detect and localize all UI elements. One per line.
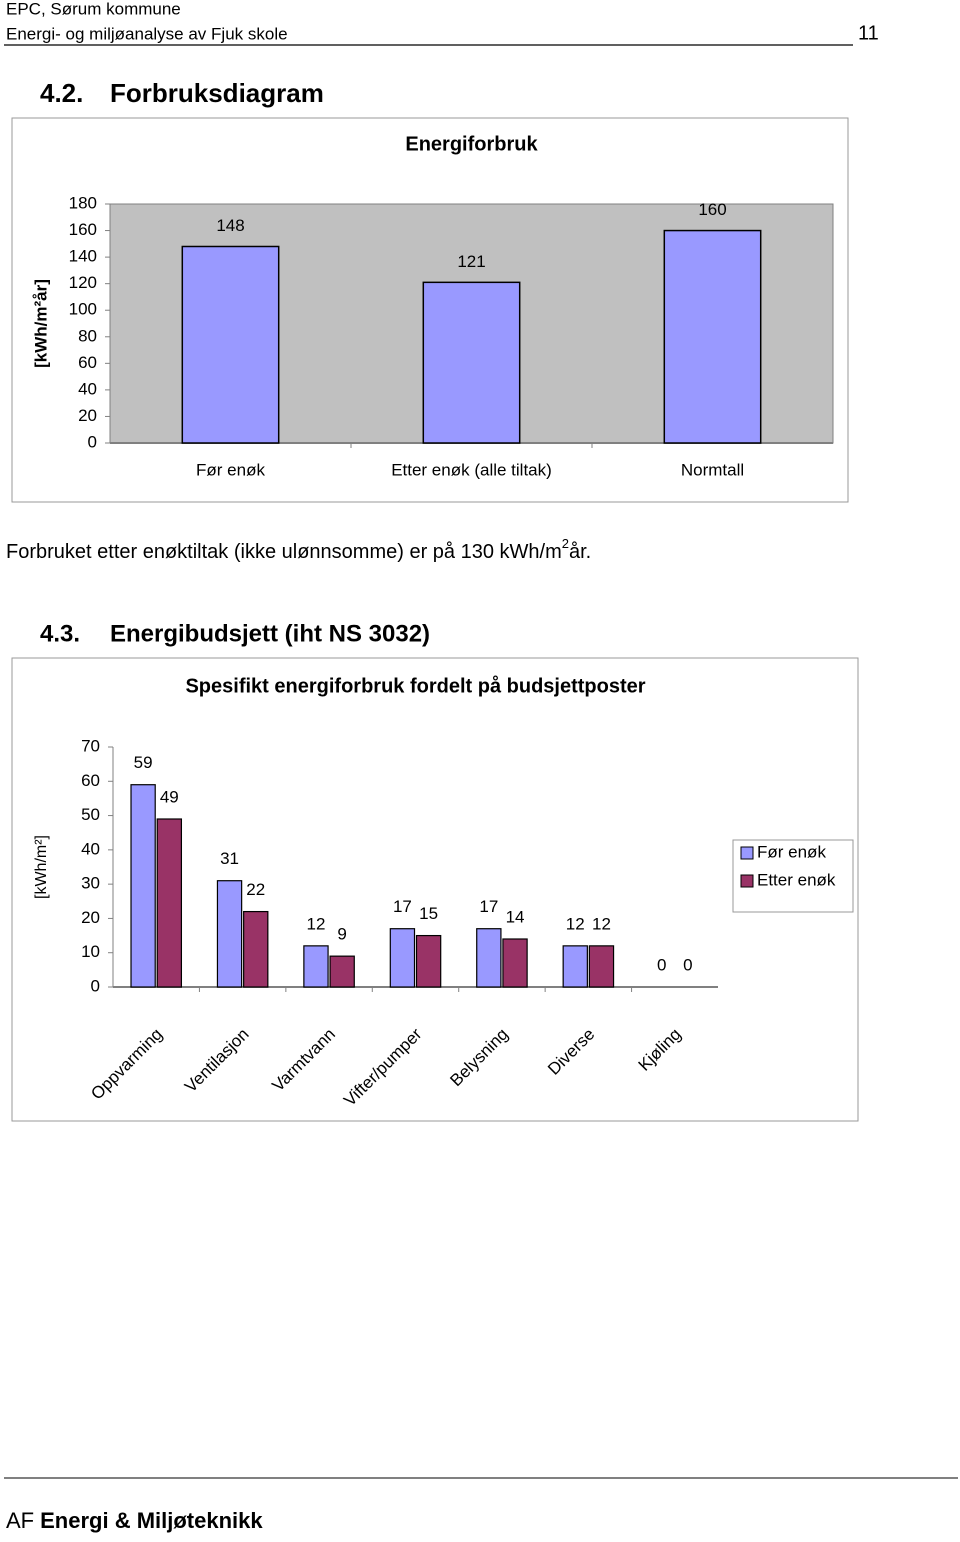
y-tick-label: 180 bbox=[69, 193, 97, 212]
section-number: 4.2. bbox=[40, 78, 83, 108]
bar bbox=[422, 281, 521, 444]
value-label: 49 bbox=[160, 787, 179, 806]
footer: AF Energi & Miljøteknikk bbox=[6, 1508, 263, 1533]
note-text: år. bbox=[569, 541, 591, 563]
y-tick-label: 140 bbox=[69, 247, 97, 266]
value-label: 0 bbox=[683, 955, 692, 974]
section-number: 4.3. bbox=[40, 620, 80, 647]
bar bbox=[181, 245, 280, 444]
plot-area bbox=[113, 747, 718, 987]
y-axis-label: [kWh/m²] bbox=[33, 835, 50, 899]
y-tick-label: 10 bbox=[81, 942, 100, 961]
value-label: 148 bbox=[216, 216, 244, 235]
bar bbox=[389, 928, 416, 988]
x-tick-label: Etter enøk (alle tiltak) bbox=[391, 460, 552, 479]
value-label: 59 bbox=[134, 753, 153, 772]
value-label: 160 bbox=[698, 200, 726, 219]
section-title: Forbruksdiagram bbox=[110, 78, 324, 108]
x-tick-label: Normtall bbox=[681, 460, 744, 479]
note-text: Forbruket etter enøktiltak (ikke ulønnso… bbox=[6, 541, 562, 563]
bar bbox=[303, 945, 329, 988]
y-tick-label: 20 bbox=[78, 406, 97, 425]
page-number: 11 bbox=[858, 22, 879, 44]
y-tick-label: 40 bbox=[78, 379, 97, 398]
bar bbox=[476, 928, 502, 988]
y-tick-label: 40 bbox=[81, 839, 100, 858]
section-title: Energibudsjett (iht NS 3032) bbox=[110, 620, 430, 647]
value-label: 17 bbox=[393, 897, 412, 916]
legend-swatch bbox=[740, 846, 754, 860]
value-label: 17 bbox=[479, 897, 498, 916]
value-label: 12 bbox=[592, 914, 611, 933]
bar bbox=[663, 229, 762, 444]
y-tick-label: 0 bbox=[88, 432, 97, 451]
y-tick-label: 120 bbox=[69, 273, 97, 292]
y-tick-label: 60 bbox=[81, 771, 100, 790]
y-tick-label: 0 bbox=[91, 976, 100, 995]
bar bbox=[588, 945, 615, 988]
value-label: 22 bbox=[246, 880, 265, 899]
bar bbox=[329, 955, 355, 988]
value-label: 9 bbox=[337, 925, 346, 944]
bar bbox=[216, 880, 243, 988]
value-label: 12 bbox=[566, 914, 585, 933]
value-label: 12 bbox=[307, 914, 326, 933]
header-line: EPC, Sørum kommune bbox=[6, 0, 181, 18]
note-sup: 2 bbox=[562, 536, 569, 551]
footer-name: Energi & Miljøteknikk bbox=[40, 1508, 263, 1533]
y-tick-label: 50 bbox=[81, 805, 100, 824]
value-label: 15 bbox=[419, 904, 438, 923]
bar bbox=[243, 910, 269, 988]
legend-label: Før enøk bbox=[757, 842, 826, 861]
value-label: 121 bbox=[457, 252, 485, 271]
value-label: 0 bbox=[657, 955, 666, 974]
bar bbox=[156, 818, 183, 988]
footer-prefix: AF bbox=[6, 1508, 34, 1533]
legend-swatch bbox=[740, 874, 754, 888]
y-axis-label: [kWh/m²år] bbox=[31, 279, 50, 368]
y-tick-label: 20 bbox=[81, 908, 100, 927]
chart-title: Spesifikt energiforbruk fordelt på budsj… bbox=[185, 674, 645, 697]
bar bbox=[562, 945, 588, 988]
y-tick-label: 30 bbox=[81, 874, 100, 893]
value-label: 31 bbox=[220, 849, 239, 868]
bar bbox=[415, 934, 442, 988]
bar bbox=[502, 938, 528, 988]
y-tick-label: 60 bbox=[78, 353, 97, 372]
value-label: 14 bbox=[506, 907, 525, 926]
y-tick-label: 70 bbox=[81, 736, 100, 755]
y-tick-label: 80 bbox=[78, 326, 97, 345]
legend-label: Etter enøk bbox=[757, 870, 836, 889]
x-tick-label: Før enøk bbox=[196, 460, 265, 479]
header-line: Energi- og miljøanalyse av Fjuk skole bbox=[6, 24, 288, 43]
y-tick-label: 100 bbox=[69, 300, 97, 319]
chart-title: Energiforbruk bbox=[405, 133, 538, 155]
note: Forbruket etter enøktiltak (ikke ulønnso… bbox=[6, 536, 591, 563]
bar bbox=[130, 784, 156, 988]
y-tick-label: 160 bbox=[69, 220, 97, 239]
